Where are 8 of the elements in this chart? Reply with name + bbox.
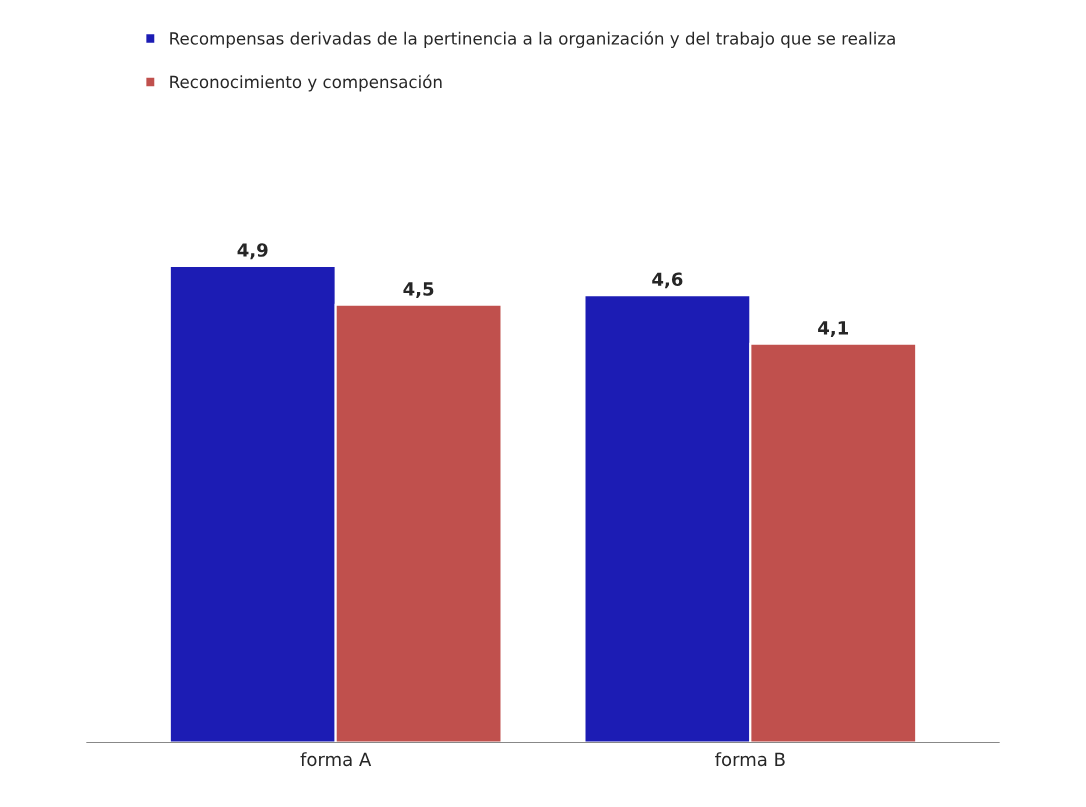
data-label: 4,9: [237, 243, 268, 260]
data-label: 4,5: [403, 282, 434, 299]
legend-label: Reconocimiento y compensación: [170, 74, 442, 92]
x-tick-label: forma B: [715, 752, 785, 767]
legend-label: Recompensas derivadas de la pertinencia a la organización y del trabajo que se realiza: [170, 31, 895, 48]
data-label: 4,6: [652, 272, 683, 289]
x-tick-label: forma A: [300, 752, 372, 767]
data-label: 4,1: [818, 321, 849, 337]
